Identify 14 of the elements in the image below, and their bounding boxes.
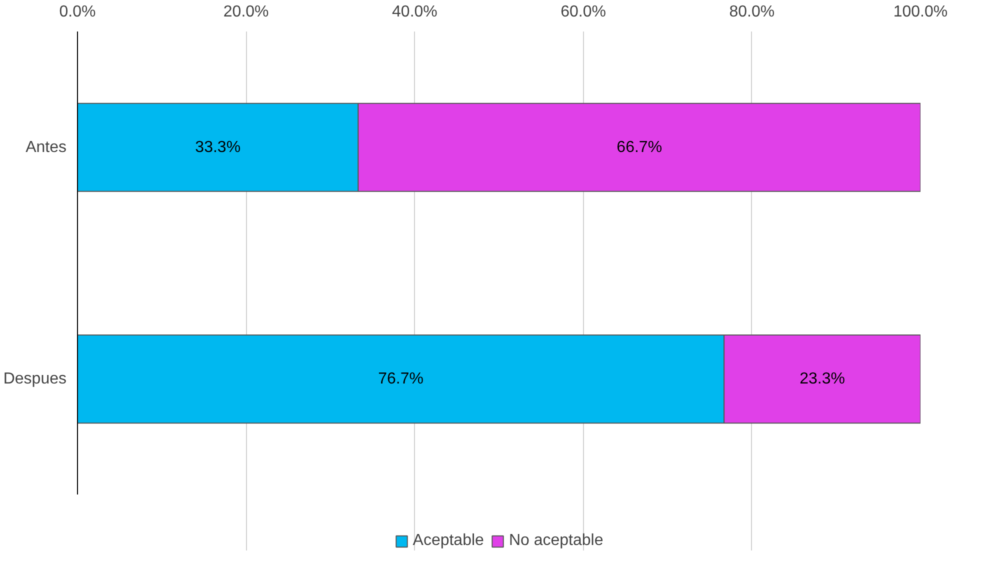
y-tick-label: Despues <box>3 370 67 388</box>
data-label: 66.7% <box>616 138 662 156</box>
x-tick-label: 40.0% <box>392 4 438 20</box>
data-label: 76.7% <box>378 370 424 388</box>
data-label: 33.3% <box>195 138 241 156</box>
x-tick-label: 20.0% <box>223 4 269 20</box>
x-tick-label: 60.0% <box>560 4 606 20</box>
y-tick-label: Antes <box>26 138 67 156</box>
x-tick-label: 100.0% <box>893 4 948 20</box>
x-tick-label: 0.0% <box>59 4 96 20</box>
legend-label: Aceptable <box>412 532 484 550</box>
x-tick-label: 80.0% <box>729 4 775 20</box>
data-label: 23.3% <box>800 370 845 388</box>
legend-label: No aceptable <box>508 532 604 550</box>
